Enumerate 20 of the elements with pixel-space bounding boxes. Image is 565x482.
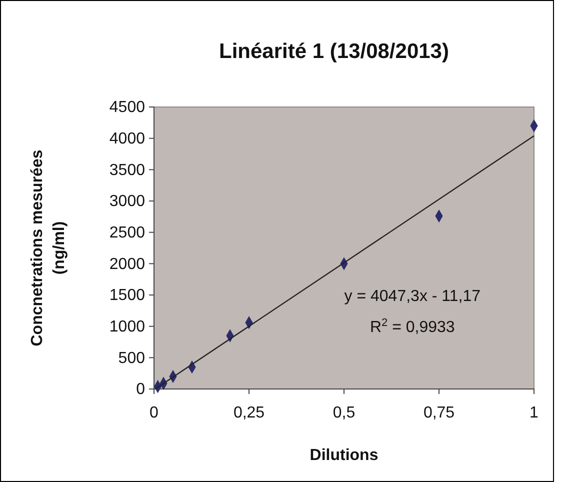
annotation: y = 4047,3x - 11,17 xyxy=(344,288,481,305)
y-tick-label: 3500 xyxy=(109,162,146,179)
y-tick-label: 1500 xyxy=(109,287,146,304)
y-tick-label: 500 xyxy=(118,350,146,367)
y-tick-label: 0 xyxy=(136,381,146,398)
x-tick-label: 0,75 xyxy=(423,404,455,422)
y-tick-label: 4500 xyxy=(109,99,146,116)
y-tick-label: 3000 xyxy=(109,193,146,210)
y-tick-label: 4000 xyxy=(109,130,146,148)
x-axis-title: Dilutions xyxy=(310,447,378,464)
chart-title: Linéarité 1 (13/08/2013) xyxy=(219,40,449,63)
x-tick-label: 1 xyxy=(530,404,539,422)
y-tick-label: 2500 xyxy=(109,224,146,242)
x-tick-label: 0,5 xyxy=(332,404,356,422)
y-axis-title: Concnetrations mesurées (ng/ml) xyxy=(29,150,68,346)
x-tick-label: 0,25 xyxy=(233,404,265,422)
x-tick-label: 0 xyxy=(150,404,159,422)
y-tick-label: 1000 xyxy=(109,318,146,336)
annotation: R$^{2}$ = 0,9933 xyxy=(370,317,455,336)
y-tick-label: 2000 xyxy=(109,256,146,273)
